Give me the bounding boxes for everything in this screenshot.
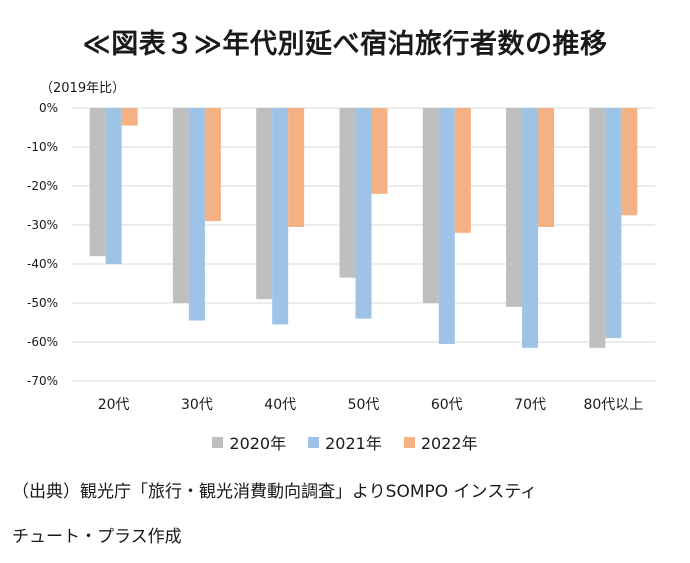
legend-swatch-2020 bbox=[212, 436, 224, 448]
bar-2020年-60代 bbox=[422, 108, 439, 303]
legend-swatch-2022 bbox=[403, 436, 415, 448]
x-tick-label: 80代以上 bbox=[583, 397, 643, 413]
chart-title: ≪図表３≫年代別延べ宿泊旅行者数の推移 bbox=[82, 29, 608, 60]
legend-label-2022: 2022年 bbox=[420, 434, 478, 453]
legend-label-2021: 2021年 bbox=[325, 434, 382, 453]
x-tick-label: 40代 bbox=[264, 397, 296, 413]
bar-2022年-80代以上 bbox=[621, 108, 638, 216]
bar-2021年-50代 bbox=[355, 108, 372, 319]
y-tick-label: -40% bbox=[27, 257, 58, 271]
y-unit-label: （2019年比） bbox=[40, 81, 126, 96]
bar-2022年-40代 bbox=[288, 108, 305, 227]
legend: 2020年 2021年 2022年 bbox=[0, 430, 690, 454]
bar-2021年-60代 bbox=[438, 108, 455, 344]
y-tick-label: -70% bbox=[27, 374, 58, 388]
bar-2022年-60代 bbox=[454, 108, 471, 233]
bar-2020年-70代 bbox=[506, 108, 523, 307]
bar-2021年-70代 bbox=[522, 108, 539, 348]
x-tick-label: 20代 bbox=[98, 397, 130, 413]
y-tick-label: -60% bbox=[27, 335, 58, 349]
y-tick-label: 0% bbox=[39, 101, 58, 115]
y-tick-label: -30% bbox=[27, 218, 58, 232]
x-tick-label: 50代 bbox=[348, 397, 380, 413]
bar-2021年-30代 bbox=[188, 108, 205, 321]
bar-chart: 0% -10% -20% -30% -40% -50% -60% -70% 20代 30代 40代 5… bbox=[27, 101, 655, 413]
y-tick-label: -50% bbox=[27, 296, 58, 310]
bar-2022年-70代 bbox=[538, 108, 555, 227]
legend-swatch-2021 bbox=[308, 436, 320, 448]
bar-2021年-20代 bbox=[105, 108, 122, 264]
bar-2022年-30代 bbox=[204, 108, 221, 222]
x-tick-label: 60代 bbox=[431, 397, 463, 413]
y-tick-label: -10% bbox=[27, 140, 58, 154]
legend-label-2020: 2020年 bbox=[229, 434, 287, 453]
legend-item-2021: 2021年 bbox=[308, 430, 382, 454]
source-note-line2: チュート・プラス作成 bbox=[12, 527, 182, 547]
bar-2021年-40代 bbox=[272, 108, 289, 325]
bar-2021年-80代以上 bbox=[605, 108, 622, 339]
y-tick-label: -20% bbox=[27, 179, 58, 193]
legend-item-2022: 2022年 bbox=[403, 430, 478, 454]
bar-2020年-40代 bbox=[256, 108, 273, 300]
bar-2020年-30代 bbox=[172, 108, 189, 303]
legend-item-2020: 2020年 bbox=[212, 430, 286, 454]
bar-2020年-50代 bbox=[339, 108, 356, 278]
bar-2022年-50代 bbox=[371, 108, 388, 194]
bar-2020年-80代以上 bbox=[589, 108, 606, 348]
x-tick-label: 30代 bbox=[181, 397, 213, 413]
bar-2022年-20代 bbox=[121, 108, 138, 126]
bar-2020年-20代 bbox=[89, 108, 106, 257]
x-tick-label: 70代 bbox=[514, 397, 546, 413]
source-note-line1: （出典）観光庁「旅行・観光消費動向調査」よりSOMPO インスティ bbox=[12, 482, 538, 502]
